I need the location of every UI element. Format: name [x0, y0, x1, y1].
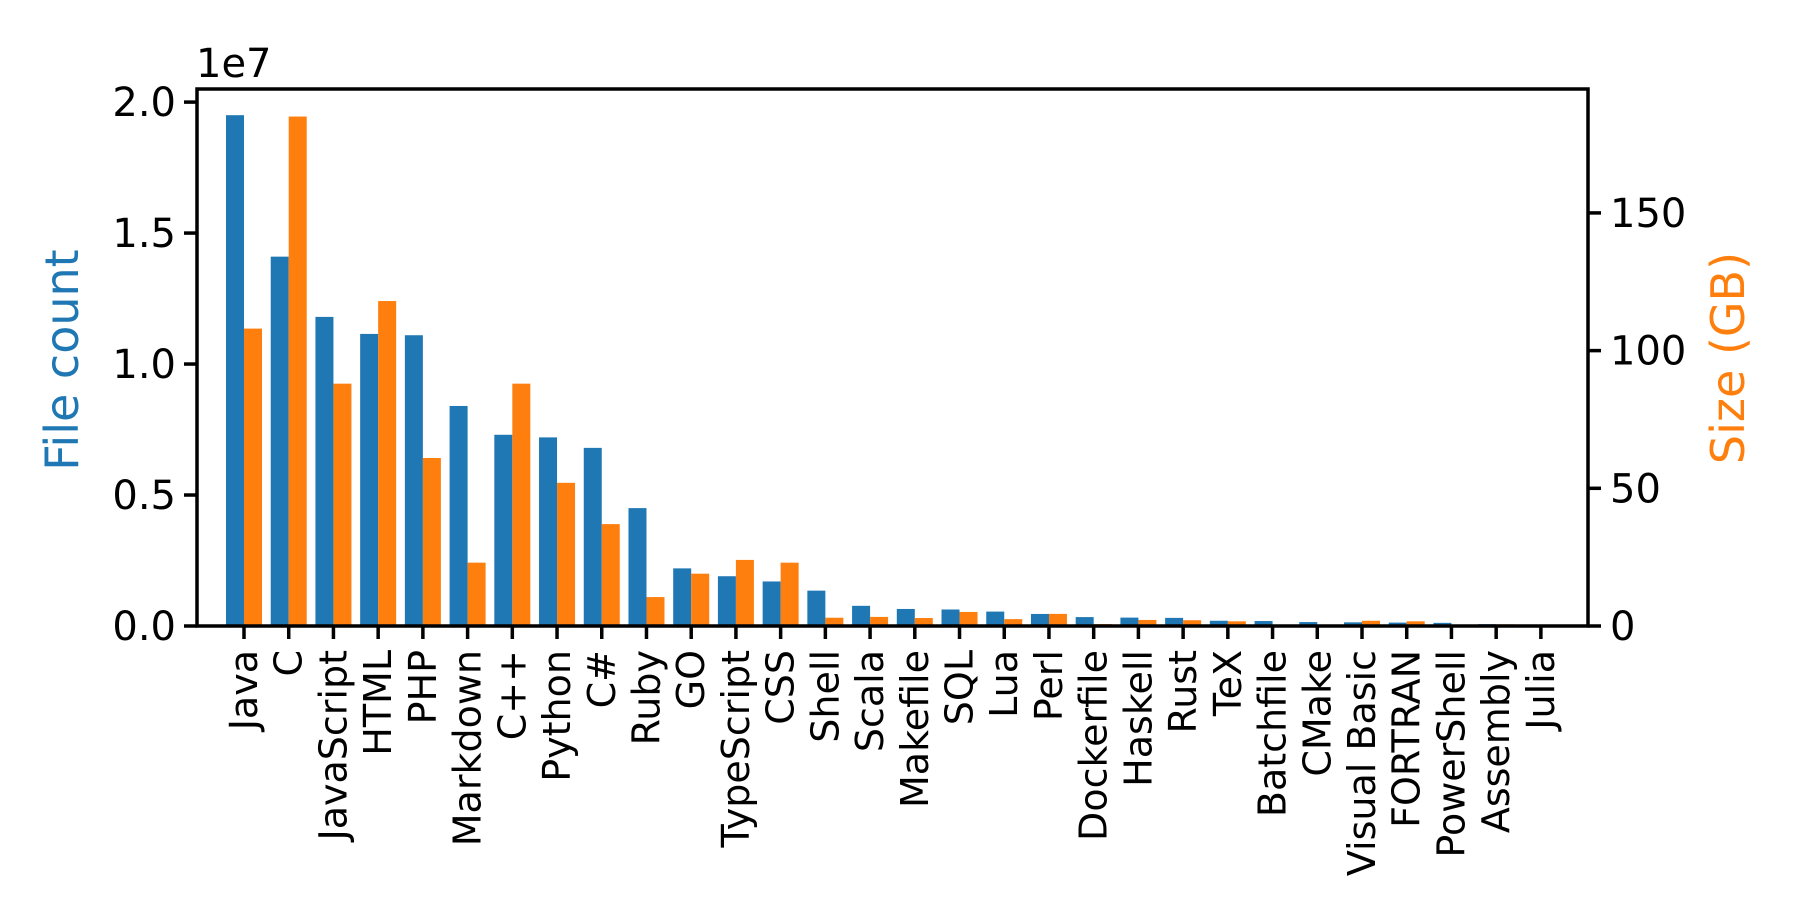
- x-tick-label-batchfile: Batchfile: [1251, 650, 1295, 817]
- bars-layer: [226, 115, 1559, 627]
- bar-file-count-python: [539, 437, 558, 626]
- bar-file-count-shell: [807, 590, 826, 626]
- bar-file-count-go: [673, 568, 692, 626]
- bar-size-sql: [959, 611, 978, 626]
- bar-size-go: [691, 573, 710, 626]
- x-tick-label-php: PHP: [401, 650, 445, 724]
- bar-size-python: [557, 482, 576, 626]
- x-tick-label-ruby: Ruby: [624, 650, 668, 745]
- x-tick-label-perl: Perl: [1027, 650, 1071, 721]
- bar-file-count-scala: [852, 605, 871, 626]
- bar-file-count-c: [270, 256, 289, 626]
- bar-file-count-c-: [494, 434, 513, 626]
- x-tick-label-go: GO: [669, 650, 713, 709]
- right-tick-label-50: 50: [1610, 466, 1661, 512]
- right-tick-label-150: 150: [1610, 191, 1686, 237]
- x-tick-label-css: CSS: [759, 650, 803, 725]
- x-tick-label-cmake: CMake: [1295, 650, 1339, 777]
- x-tick-label-typescript: TypeScript: [714, 650, 758, 849]
- bar-size-rust: [1183, 620, 1202, 626]
- bar-file-count-php: [404, 335, 423, 626]
- bar-file-count-c-: [583, 447, 602, 626]
- bar-size-haskell: [1138, 619, 1157, 626]
- bar-size-c-: [512, 383, 531, 626]
- x-tick-label-visual-basic: Visual Basic: [1340, 650, 1384, 876]
- x-tick-label-dockerfile: Dockerfile: [1072, 650, 1116, 841]
- left-tick-label-1.5: 1.5: [112, 211, 176, 257]
- x-tick-label-java: Java: [222, 650, 266, 732]
- bar-file-count-batchfile: [1254, 621, 1273, 626]
- bar-size-markdown: [467, 562, 486, 626]
- offset-text-1e7: 1e7: [196, 41, 272, 87]
- x-tick-label-javascript: JavaScript: [311, 650, 355, 842]
- x-tick-label-c-: C++: [490, 650, 534, 740]
- bar-file-count-perl: [1030, 613, 1049, 626]
- right-axis-title: Size (GB): [1701, 252, 1755, 464]
- bar-file-count-makefile: [896, 608, 915, 626]
- bar-file-count-css: [762, 581, 781, 626]
- bar-size-shell: [825, 617, 844, 626]
- x-tick-label-tex: TeX: [1206, 650, 1250, 717]
- bar-size-typescript: [735, 559, 754, 626]
- x-tick-label-sql: SQL: [938, 650, 982, 725]
- bar-file-count-sql: [941, 609, 960, 626]
- bar-file-count-typescript: [717, 576, 736, 626]
- bar-file-count-markdown: [449, 405, 468, 626]
- left-tick-label-2.0: 2.0: [112, 80, 176, 126]
- bar-file-count-haskell: [1120, 617, 1139, 626]
- bar-size-makefile: [914, 618, 933, 626]
- bar-file-count-lua: [986, 611, 1005, 626]
- bar-size-html: [378, 301, 397, 626]
- bar-file-count-visual-basic: [1344, 622, 1362, 626]
- bar-size-ruby: [646, 597, 665, 626]
- bar-size-php: [422, 458, 441, 626]
- x-tick-label-python: Python: [535, 650, 579, 782]
- left-axis-title: File count: [35, 249, 89, 470]
- x-tick-label-markdown: Markdown: [446, 650, 490, 846]
- bar-size-c-: [601, 524, 620, 626]
- x-tick-label-html: HTML: [356, 650, 400, 756]
- bar-size-tex: [1227, 621, 1246, 626]
- left-tick-label-0.0: 0.0: [112, 604, 176, 650]
- bar-size-perl: [1048, 613, 1067, 626]
- x-tick-label-haskell: Haskell: [1116, 650, 1160, 787]
- plot-frame: [195, 87, 1590, 628]
- bar-size-fortran: [1406, 621, 1425, 626]
- left-tick-label-1.0: 1.0: [112, 342, 176, 388]
- x-tick-label-shell: Shell: [803, 650, 847, 743]
- x-tick-label-c: C: [267, 650, 311, 677]
- bar-file-count-tex: [1209, 620, 1228, 626]
- bar-file-count-dockerfile: [1075, 617, 1094, 626]
- bar-file-count-ruby: [628, 508, 647, 626]
- x-tick-label-powershell: PowerShell: [1429, 650, 1473, 858]
- bar-file-count-cmake: [1299, 622, 1318, 626]
- axes-layer: Java C JavaScript HTML PHP Markdown C++ Python C…: [112, 80, 1686, 876]
- bar-size-scala: [870, 616, 889, 626]
- x-tick-label-lua: Lua: [982, 650, 1026, 718]
- bar-size-java: [244, 328, 262, 626]
- bar-size-lua: [1004, 619, 1023, 626]
- bar-size-css: [780, 562, 799, 626]
- bar-file-count-javascript: [315, 316, 334, 626]
- x-tick-label-makefile: Makefile: [893, 650, 937, 808]
- x-tick-label-rust: Rust: [1161, 650, 1205, 733]
- bar-size-visual-basic: [1362, 620, 1380, 626]
- bar-file-count-java: [226, 115, 244, 626]
- bar-file-count-html: [360, 333, 379, 626]
- x-tick-label-julia: Julia: [1519, 650, 1563, 732]
- bar-file-count-rust: [1165, 617, 1184, 626]
- x-tick-label-scala: Scala: [848, 650, 892, 752]
- left-tick-label-0.5: 0.5: [112, 473, 176, 519]
- right-tick-label-0: 0: [1610, 604, 1635, 650]
- bar-size-javascript: [333, 383, 352, 626]
- x-tick-label-c-: C#: [580, 650, 624, 708]
- x-tick-label-fortran: FORTRAN: [1385, 650, 1429, 828]
- x-tick-label-assembly: Assembly: [1474, 650, 1518, 833]
- right-tick-label-100: 100: [1610, 329, 1686, 375]
- bar-size-c: [288, 116, 307, 627]
